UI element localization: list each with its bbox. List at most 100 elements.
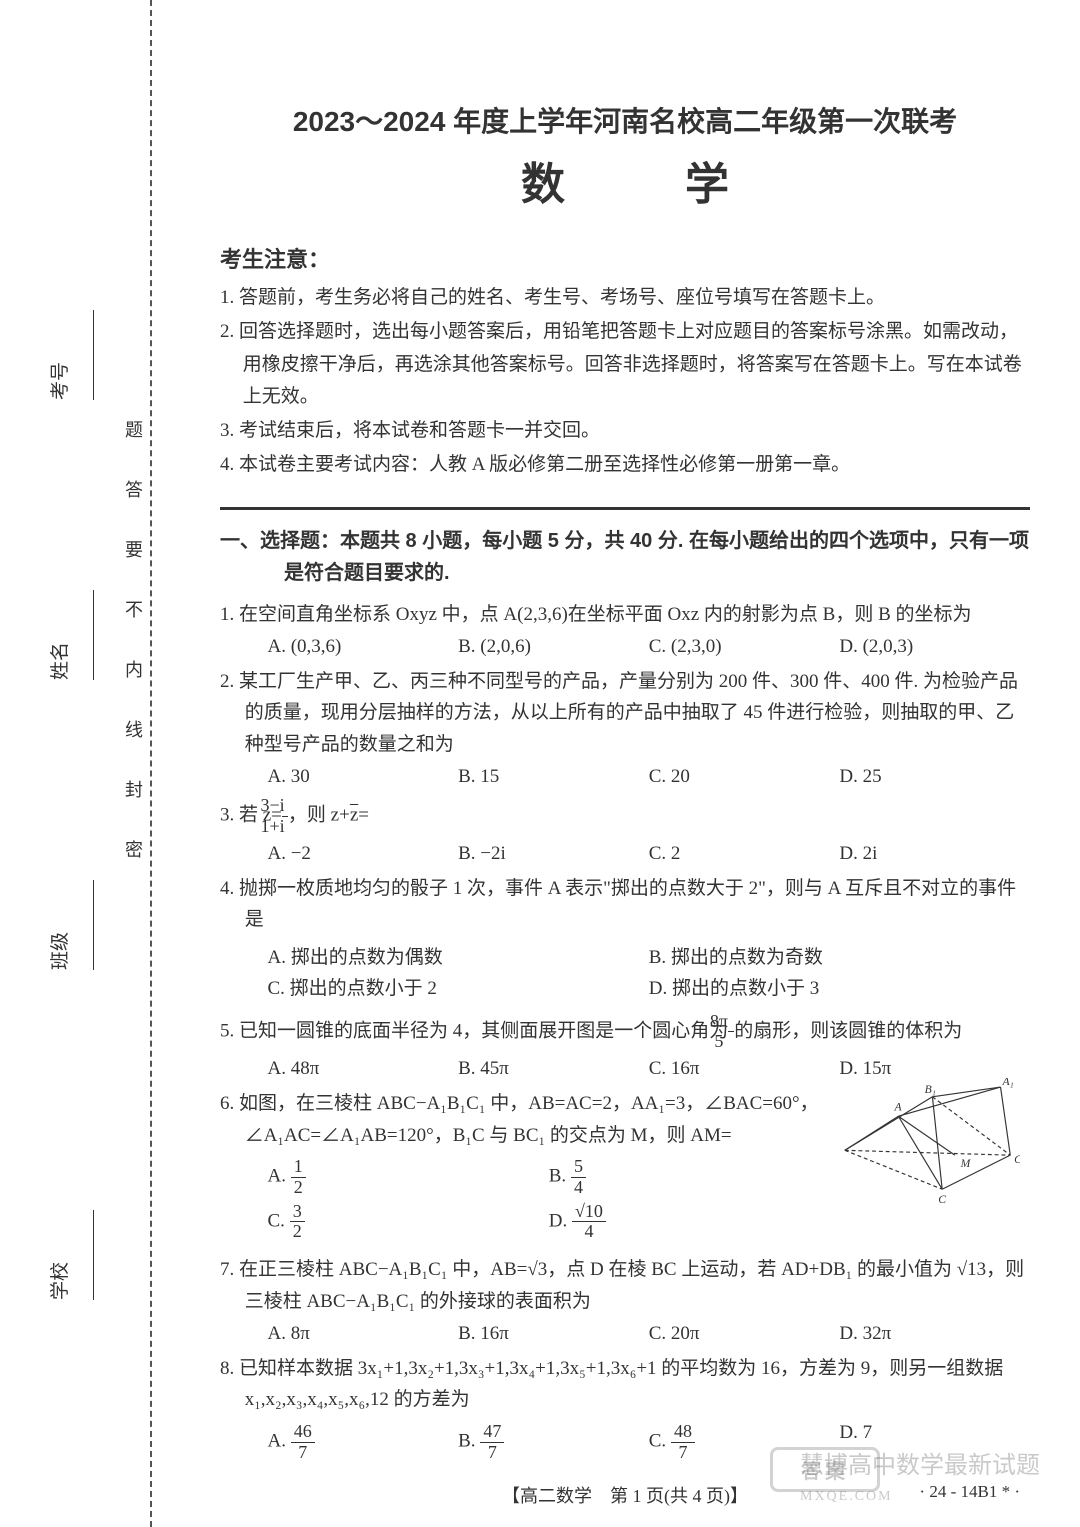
svg-text:B₁: B₁	[925, 1083, 936, 1096]
q2-opt-c: C. 20	[649, 766, 840, 788]
field-class: 班级	[45, 870, 94, 970]
q5-suffix: 的扇形，则该圆锥的体积为	[734, 1020, 962, 1041]
q2-opt-d: D. 25	[839, 766, 1030, 788]
notice-list: 1. 答题前，考生务必将自己的姓名、考生号、考场号、座位号填写在答题卡上。 2.…	[220, 282, 1030, 482]
binding-margin: 密 封 线 内 不 要 答 题 学校 班级 姓名 考号	[0, 0, 170, 1527]
seal-dashed-line	[150, 0, 152, 1527]
q5-opt-c: C. 16π	[649, 1058, 840, 1080]
q6b-den: 4	[571, 1178, 586, 1198]
notice-heading: 考生注意：	[220, 242, 1030, 274]
q6a-den: 2	[291, 1178, 306, 1198]
field-name: 姓名	[45, 580, 94, 680]
seal-char: 线	[120, 720, 146, 756]
q6d-num: √10	[572, 1202, 606, 1223]
q8a-den: 7	[291, 1443, 315, 1463]
notice-item: 3. 考试结束后，将本试卷和答题卡一并交回。	[220, 415, 1030, 447]
svg-text:A₁: A₁	[1001, 1078, 1013, 1088]
q4-opt-a: A. 掷出的点数为偶数	[268, 942, 649, 969]
notice-item: 2. 回答选择题时，选出每小题答案后，用铅笔把答题卡上对应题目的答案标号涂黑。如…	[220, 316, 1030, 413]
footer-page: 【高二数学 第 1 页(共 4 页)】	[502, 1486, 748, 1506]
q6-opt-d: D. √104	[549, 1202, 830, 1243]
q5-text: 5. 已知一圆锥的底面半径为 4，其侧面展开图是一个圆心角为8π5的扇形，则该圆…	[220, 1012, 1030, 1053]
q8b-den: 7	[480, 1443, 504, 1463]
section-divider	[220, 507, 1030, 510]
q5-opt-a: A. 48π	[268, 1058, 459, 1080]
q7-text: 7. 在正三棱柱 ABC−A₁B₁C₁ 中，AB=√3，点 D 在棱 BC 上运…	[220, 1254, 1030, 1317]
q6d-den: 4	[572, 1222, 606, 1242]
seal-char: 要	[120, 540, 146, 576]
field-label: 姓名	[50, 642, 71, 680]
q1-opt-d: D. (2,0,3)	[839, 636, 1030, 658]
q2-opt-b: B. 15	[458, 766, 649, 788]
q4-opt-c: C. 掷出的点数小于 2	[268, 973, 649, 1000]
q8c-den: 7	[671, 1443, 695, 1463]
field-school: 学校	[45, 1200, 94, 1300]
document-subject: 数学	[220, 148, 1030, 212]
q5-options: A. 48π B. 45π C. 16π D. 15π	[220, 1058, 1030, 1080]
q3-opt-d: D. 2i	[839, 843, 1030, 865]
notice-item: 4. 本试卷主要考试内容：人教 A 版必修第二册至选择性必修第一册第一章。	[220, 449, 1030, 481]
q6b-num: 5	[571, 1157, 586, 1178]
q4-opt-d: D. 掷出的点数小于 3	[649, 973, 1030, 1000]
q3-text: 3. 若 z=3−i1+i，则 z+z=	[220, 796, 1030, 837]
seal-char: 题	[120, 420, 146, 456]
field-label: 班级	[50, 932, 71, 970]
q8-text: 8. 已知样本数据 3x₁+1,3x₂+1,3x₃+1,3x₄+1,3x₅+1,…	[220, 1353, 1030, 1416]
q6-figure: BACB₁A₁C₁M	[840, 1078, 1020, 1208]
q6-options: A. 12 B. 54 C. 32 D. √104	[220, 1157, 830, 1246]
q8-opt-b: B. 477	[458, 1422, 649, 1463]
field-label: 学校	[50, 1262, 71, 1300]
q4-options: A. 掷出的点数为偶数 B. 掷出的点数为奇数 C. 掷出的点数小于 2 D. …	[220, 942, 1030, 1004]
q2-text: 2. 某工厂生产甲、乙、丙三种不同型号的产品，产量分别为 200 件、300 件…	[220, 666, 1030, 760]
q3-opt-a: A. −2	[268, 843, 459, 865]
svg-text:M: M	[960, 1157, 972, 1170]
q6a-num: 1	[291, 1157, 306, 1178]
seal-char: 不	[120, 600, 146, 636]
section1-title: 一、选择题：本题共 8 小题，每小题 5 分，共 40 分. 在每小题给出的四个…	[220, 525, 1030, 589]
q1-opt-c: C. (2,3,0)	[649, 636, 840, 658]
q8b-num: 47	[480, 1422, 504, 1443]
q6-opt-a: A. 12	[268, 1157, 549, 1198]
q7-options: A. 8π B. 16π C. 20π D. 32π	[220, 1323, 1030, 1345]
q7-opt-d: D. 32π	[839, 1323, 1030, 1345]
q3-options: A. −2 B. −2i C. 2 D. 2i	[220, 843, 1030, 865]
q6c-den: 2	[290, 1222, 305, 1242]
svg-text:C: C	[938, 1193, 946, 1206]
q2-options: A. 30 B. 15 C. 20 D. 25	[220, 766, 1030, 788]
seal-text-column: 密 封 线 内 不 要 答 题	[120, 0, 140, 1527]
q7-opt-c: C. 20π	[649, 1323, 840, 1345]
q8c-num: 48	[671, 1422, 695, 1443]
q4-opt-b: B. 掷出的点数为奇数	[649, 942, 1030, 969]
q1-opt-b: B. (2,0,6)	[458, 636, 649, 658]
q5-prefix: 5. 已知一圆锥的底面半径为 4，其侧面展开图是一个圆心角为	[220, 1020, 728, 1041]
seal-char: 答	[120, 480, 146, 516]
q3-opt-b: B. −2i	[458, 843, 649, 865]
q5-opt-d: D. 15π	[839, 1058, 1030, 1080]
q1-options: A. (0,3,6) B. (2,0,6) C. (2,3,0) D. (2,0…	[220, 636, 1030, 658]
q7-opt-b: B. 16π	[458, 1323, 649, 1345]
q3-suffix: ，则 z+z=	[288, 805, 369, 826]
q3-opt-c: C. 2	[649, 843, 840, 865]
svg-text:C₁: C₁	[1014, 1153, 1020, 1166]
field-examno: 考号	[45, 300, 94, 400]
student-fields: 学校 班级 姓名 考号	[45, 0, 105, 1527]
q4-text: 4. 抛掷一枚质地均匀的骰子 1 次，事件 A 表示"掷出的点数大于 2"，则与…	[220, 873, 1030, 936]
watermark-label: 慧博高中数学最新试题	[800, 1453, 1040, 1479]
seal-char: 封	[120, 780, 146, 816]
document-title: 2023～2024 年度上学年河南名校高二年级第一次联考	[220, 100, 1030, 140]
q7-opt-a: A. 8π	[268, 1323, 459, 1345]
q6-text: 6. 如图，在三棱柱 ABC−A₁B₁C₁ 中，AB=AC=2，AA₁=3，∠B…	[220, 1088, 830, 1151]
q6-opt-b: B. 54	[549, 1157, 830, 1198]
q6c-num: 3	[290, 1202, 305, 1223]
notice-item: 1. 答题前，考生务必将自己的姓名、考生号、考场号、座位号填写在答题卡上。	[220, 282, 1030, 314]
q8-opt-a: A. 467	[268, 1422, 459, 1463]
watermark-text: 慧博高中数学最新试题 MXQE.COM	[800, 1445, 1040, 1507]
svg-text:A: A	[893, 1101, 902, 1114]
q2-opt-a: A. 30	[268, 766, 459, 788]
watermark-site: MXQE.COM	[800, 1489, 893, 1504]
content-area: 2023～2024 年度上学年河南名校高二年级第一次联考 数学 考生注意： 1.…	[170, 0, 1080, 1527]
q1-text: 1. 在空间直角坐标系 Oxyz 中，点 A(2,3,6)在坐标平面 Oxz 内…	[220, 599, 1030, 630]
q6-opt-c: C. 32	[268, 1202, 549, 1243]
q5-opt-b: B. 45π	[458, 1058, 649, 1080]
q8a-num: 46	[291, 1422, 315, 1443]
